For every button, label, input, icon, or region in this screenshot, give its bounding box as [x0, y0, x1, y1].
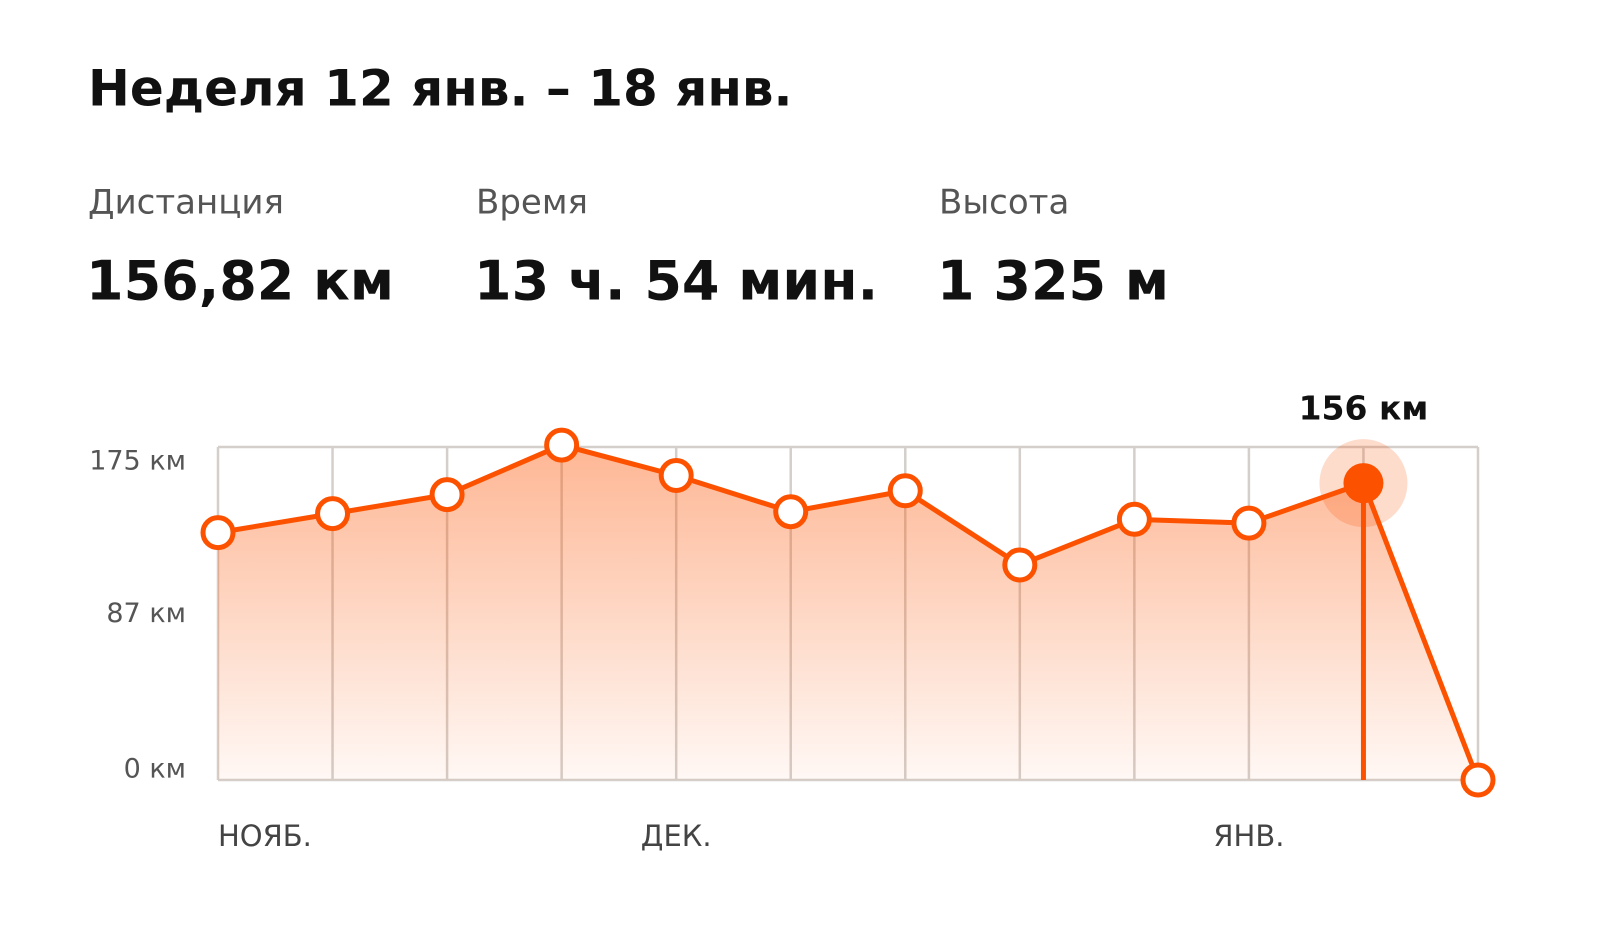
point [315, 496, 351, 532]
point [544, 427, 580, 463]
x-tick-label: ДЕК. [641, 819, 712, 853]
point [200, 515, 236, 551]
line [217, 442, 1481, 781]
y-tick-label: 0 км [124, 754, 186, 785]
point [1002, 547, 1038, 583]
point [1460, 762, 1496, 798]
stat-value: 156,82 км [86, 250, 394, 313]
point [773, 494, 809, 530]
chart: 0 км 87 км 175 км НОЯБ. ДЕК. ЯНВ. 156 км [89, 389, 1496, 853]
value-label: 156 км [1299, 389, 1429, 428]
point [1343, 463, 1384, 504]
stat-label: Время [476, 183, 588, 223]
x-tick-label: НОЯБ. [218, 819, 312, 853]
y-tick-label: 87 км [106, 598, 186, 629]
stat-label: Высота [939, 183, 1069, 223]
stat-value: 1 325 м [937, 250, 1169, 313]
y-tick-label: 175 км [89, 446, 186, 477]
x-tick-label: ЯНВ. [1213, 819, 1284, 853]
point [658, 458, 694, 494]
area [218, 445, 1478, 780]
point [1231, 505, 1267, 541]
point [887, 473, 923, 509]
page-title: Неделя 12 янв. – 18 янв. [88, 60, 793, 118]
stat-label: Дистанция [88, 183, 284, 223]
stat-value: 13 ч. 54 мин. [474, 250, 878, 313]
point [1116, 501, 1152, 537]
point [429, 477, 465, 513]
